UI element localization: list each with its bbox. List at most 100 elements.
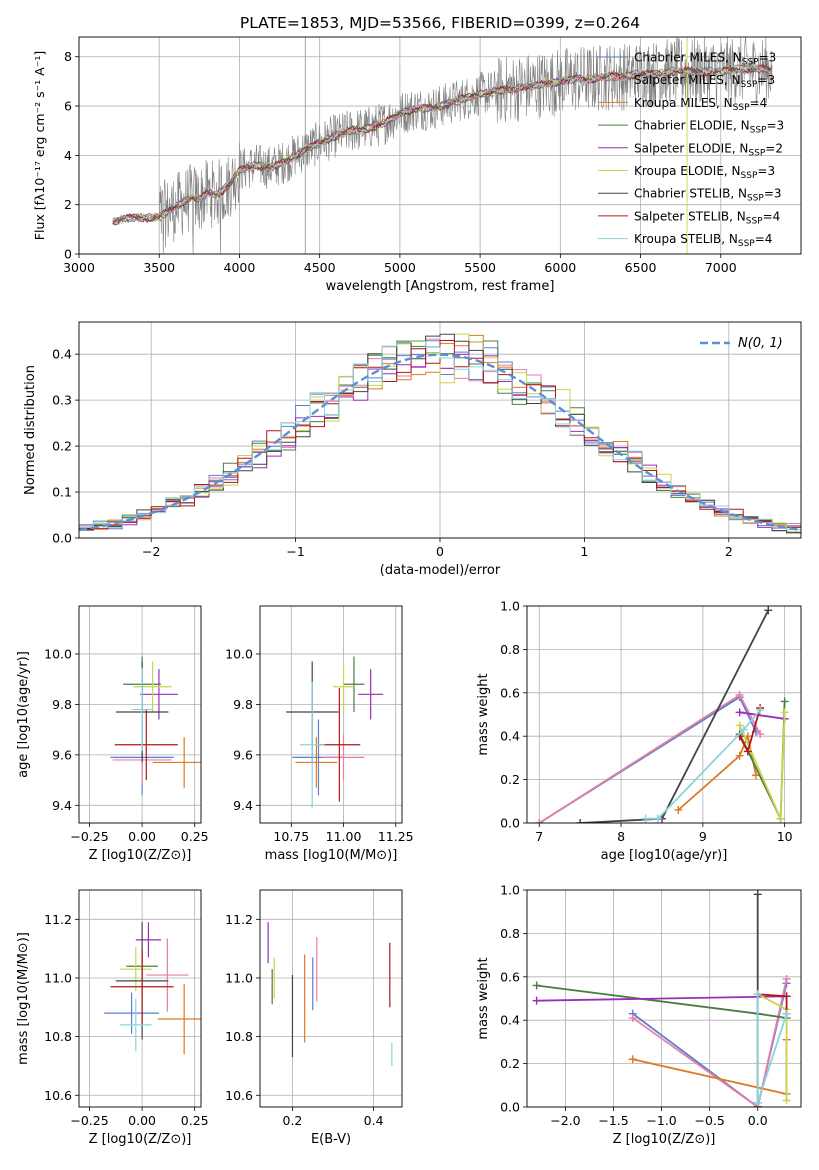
legend-entry-tail: =4 — [750, 96, 768, 110]
mass-weight-marker — [735, 721, 744, 730]
error-bar-point — [140, 669, 178, 720]
x-tick-label: 0 — [436, 544, 444, 559]
error-bar-point — [299, 681, 325, 808]
x-axis-label: Z [log10(Z/Z⊙)] — [89, 1132, 192, 1147]
x-tick-label: 5000 — [384, 260, 416, 275]
x-tick-label: 5500 — [464, 260, 496, 275]
plot-area — [104, 922, 201, 1055]
mass-weight-marker — [764, 606, 773, 615]
y-tick-label: 0.0 — [500, 816, 520, 831]
gaussian-reference-line — [79, 353, 801, 532]
legend-entry-base: Chabrier STELIB, N — [634, 187, 747, 201]
mass-weight-marker — [776, 814, 785, 823]
mass-weight-marker — [756, 706, 765, 715]
mass-weight-marker — [782, 992, 791, 1001]
legend-entry-tail: =3 — [759, 51, 777, 65]
legend-entry: Kroupa STELIB, NSSP=4 — [634, 232, 772, 249]
y-tick-label: 10.6 — [44, 1088, 72, 1103]
x-axis-label: E(B-V) — [311, 1132, 351, 1147]
error-bar-point — [131, 667, 153, 752]
legend-entry: Chabrier MILES, NSSP=3 — [634, 51, 776, 68]
residual-histogram-step — [79, 333, 801, 534]
x-tick-label: −0.5 — [694, 1113, 724, 1128]
panel-age-vs-Z: −0.25 0.00 0.25 9.4 9.6 9.8 10.0 Z [log10(Z/Z⊙)… — [16, 605, 209, 863]
y-tick-label: 9.6 — [52, 747, 72, 762]
y-tick-label: 2 — [64, 197, 72, 212]
y-tick-label: 0.4 — [52, 347, 72, 362]
y-tick-label: 9.8 — [233, 697, 253, 712]
y-tick-label: 9.4 — [233, 798, 253, 813]
mass-weight-marker — [628, 1014, 637, 1023]
y-tick-label: 10.8 — [225, 1029, 253, 1044]
legend-entry-sub: SSP — [741, 80, 758, 90]
legend-entry-tail: =3 — [764, 187, 782, 201]
y-tick-label: 1.0 — [500, 883, 520, 898]
error-bar-point — [322, 734, 365, 781]
model-fit-line — [112, 63, 772, 223]
legend-entry-base: Kroupa ELODIE, N — [634, 164, 741, 178]
panel-mass-vs-Z: −0.25 0.00 0.25 10.6 10.8 11.0 11.2 Z [log10(Z/… — [16, 889, 209, 1147]
x-tick-label: 0.25 — [181, 1113, 209, 1128]
plot-area — [112, 37, 773, 254]
y-tick-label: 0.6 — [500, 969, 520, 984]
legend-entry: N(0, 1) — [738, 336, 783, 351]
x-tick-label: 1 — [580, 544, 588, 559]
y-tick-label: 10.0 — [225, 646, 253, 661]
x-tick-label: 10.75 — [273, 829, 309, 844]
y-tick-label: 0.8 — [500, 926, 520, 941]
error-bar-point — [120, 947, 152, 992]
mass-weight-marker — [780, 697, 789, 706]
x-tick-label: −1.5 — [598, 1113, 628, 1128]
legend-entry-tail: =4 — [755, 232, 773, 246]
y-tick-label: 0.2 — [500, 772, 520, 787]
mass-weight-line — [632, 978, 788, 1107]
error-bar-point — [114, 709, 178, 781]
x-tick-label: 9 — [699, 829, 707, 844]
y-tick-label: 0.0 — [52, 531, 72, 546]
legend-entry-base: Chabrier MILES, N — [634, 51, 742, 65]
x-tick-label: 0.25 — [181, 829, 209, 844]
legend-entry: Salpeter STELIB, NSSP=4 — [634, 209, 780, 226]
y-tick-label: 11.0 — [44, 970, 72, 985]
axes-frame — [78, 889, 202, 1108]
mass-weight-marker — [743, 747, 752, 756]
error-bar-point — [110, 950, 174, 1024]
y-tick-label: 9.8 — [52, 697, 72, 712]
legend-entry-sub: SSP — [741, 171, 758, 181]
x-tick-label: 3000 — [63, 260, 95, 275]
x-axis-label: Z [log10(Z/Z⊙)] — [89, 848, 192, 863]
legend-entry-sub: SSP — [738, 239, 755, 249]
y-tick-label: 0.2 — [500, 1056, 520, 1071]
y-axis-label: mass weight — [476, 957, 491, 1039]
legend-entry-sub: SSP — [742, 58, 759, 68]
plot-area — [535, 606, 789, 823]
x-axis-label: mass [log10(M/M⊙)] — [265, 848, 398, 863]
x-axis-label: wavelength [Angstrom, rest frame] — [326, 279, 555, 294]
x-tick-label: 7 — [535, 829, 543, 844]
y-tick-label: 0.2 — [52, 439, 72, 454]
x-tick-label: 3500 — [143, 260, 175, 275]
panel-mass-weight-vs-Z: −2.0 −1.5 −1.0 −0.5 0.0 0.0 0.2 0.4 0.6 0.8 1.0 Z [… — [476, 883, 802, 1147]
x-tick-label: −2 — [142, 544, 160, 559]
x-tick-label: 6500 — [625, 260, 657, 275]
mass-weight-marker — [780, 708, 789, 717]
x-tick-label: 8 — [617, 829, 625, 844]
legend-entry: Salpeter ELODIE, NSSP=2 — [634, 141, 783, 158]
y-axis-label: Normed distribution — [23, 365, 38, 495]
axes-frame — [526, 889, 802, 1108]
x-tick-label: 11.25 — [378, 829, 414, 844]
panel-mass-vs-ebv: 0.2 0.4 10.6 10.8 11.0 11.2 E(B-V) — [225, 889, 403, 1147]
y-tick-label: 10.8 — [44, 1029, 72, 1044]
x-tick-label: −0.25 — [70, 829, 108, 844]
plot-area — [79, 333, 801, 534]
mass-weight-marker — [739, 725, 748, 734]
y-tick-label: 0.3 — [52, 393, 72, 408]
plot-area — [267, 922, 393, 1066]
legend-entry-tail: =2 — [765, 141, 783, 155]
x-tick-label: 0.4 — [364, 1113, 384, 1128]
plot-area — [532, 890, 791, 1107]
panel-residual-histogram: −2 −1 0 1 2 0.0 0.1 0.2 0.3 0.4 (data-model)/error… — [23, 321, 802, 578]
mass-weight-line — [580, 609, 770, 823]
